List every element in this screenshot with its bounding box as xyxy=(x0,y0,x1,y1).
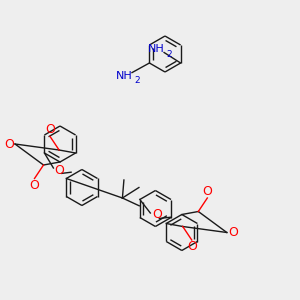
Text: 2: 2 xyxy=(167,50,172,58)
Text: O: O xyxy=(202,185,212,198)
Text: NH: NH xyxy=(148,44,165,54)
Text: 2: 2 xyxy=(135,76,140,85)
Text: NH: NH xyxy=(116,70,133,81)
Text: O: O xyxy=(5,137,14,151)
Text: O: O xyxy=(187,240,197,253)
Text: O: O xyxy=(45,123,55,136)
Text: O: O xyxy=(55,164,64,178)
Text: O: O xyxy=(30,178,39,192)
Text: O: O xyxy=(152,208,162,221)
Text: O: O xyxy=(228,226,238,239)
